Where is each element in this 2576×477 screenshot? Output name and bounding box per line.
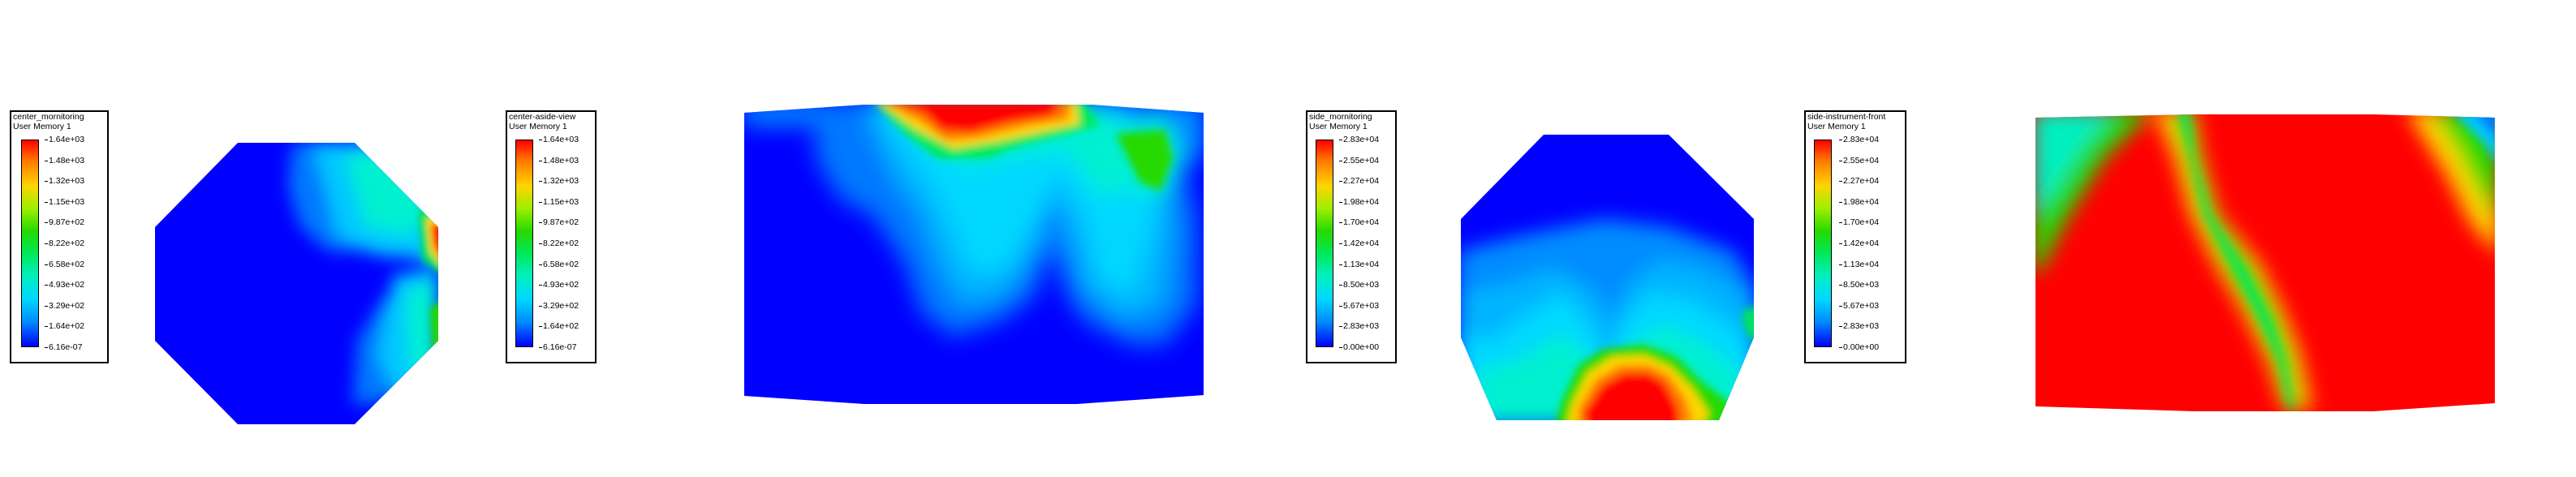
tick-label: 1.32e+03 <box>44 176 85 187</box>
tick-label: 2.27e+04 <box>1838 176 1880 187</box>
tick-label: 4.93e+02 <box>44 280 85 290</box>
legend-title: side-instrument-front <box>1807 112 1886 122</box>
tick-label: 2.83e+04 <box>1838 135 1880 144</box>
tick-label: 1.64e+02 <box>538 321 579 332</box>
tick-label: 5.67e+03 <box>1338 300 1380 311</box>
colorbar-legend-side-instrument-front: side-instrument-front User Memory 1 2.83… <box>1804 110 1906 363</box>
tick-label: 1.64e+03 <box>538 135 579 144</box>
tick-label: 1.48e+03 <box>538 155 579 165</box>
colorbar-legend-center-aside-view: center-aside-view User Memory 1 1.64e+03… <box>506 110 597 363</box>
tick-label: 5.67e+03 <box>1838 300 1880 311</box>
tick-label: 2.83e+03 <box>1838 321 1880 332</box>
colorbar-legend-center-monitoring: center_mornitoring User Memory 1 1.64e+0… <box>10 110 109 363</box>
colorbar <box>515 140 533 347</box>
tick-label: 1.13e+04 <box>1338 259 1380 269</box>
tick-label: 1.70e+04 <box>1838 217 1880 228</box>
legend-title: side_mornitoring <box>1309 112 1372 122</box>
tick-label: 9.87e+02 <box>44 217 85 228</box>
colorbar <box>1316 140 1333 347</box>
tick-label: 2.27e+04 <box>1338 176 1380 187</box>
tick-label: 1.42e+04 <box>1838 238 1880 248</box>
tick-label: 1.64e+03 <box>44 135 85 144</box>
contour-plot-side-monitoring <box>1461 135 1754 420</box>
legend-title: center-aside-view <box>509 112 576 122</box>
tick-label: 1.32e+03 <box>538 176 579 187</box>
legend-subtitle: User Memory 1 <box>1309 122 1368 131</box>
tick-label: 3.29e+02 <box>538 300 579 311</box>
contour-plot-side-instrument-front <box>2035 114 2495 411</box>
tick-label: 2.83e+03 <box>1338 321 1380 332</box>
tick-label: 1.98e+04 <box>1838 196 1880 207</box>
tick-label: 1.42e+04 <box>1338 238 1380 248</box>
legend-subtitle: User Memory 1 <box>509 122 567 131</box>
tick-label: 8.50e+03 <box>1838 280 1880 290</box>
tick-label: 6.16e-07 <box>538 342 577 352</box>
colorbar <box>1814 140 1832 347</box>
tick-label: 6.16e-07 <box>44 342 83 352</box>
tick-label: 8.22e+02 <box>44 238 85 248</box>
contour-plot-center-aside-view <box>744 105 1204 404</box>
tick-label: 1.64e+02 <box>44 321 85 332</box>
tick-label: 9.87e+02 <box>538 217 579 228</box>
tick-label: 2.55e+04 <box>1838 155 1880 165</box>
tick-label: 1.70e+04 <box>1338 217 1380 228</box>
tick-label: 2.83e+04 <box>1338 135 1380 144</box>
tick-label: 8.22e+02 <box>538 238 579 248</box>
tick-label: 6.58e+02 <box>538 259 579 269</box>
legend-subtitle: User Memory 1 <box>1807 122 1866 131</box>
tick-label: 0.00e+00 <box>1838 342 1880 352</box>
tick-label: 1.48e+03 <box>44 155 85 165</box>
tick-label: 6.58e+02 <box>44 259 85 269</box>
tick-label: 1.98e+04 <box>1338 196 1380 207</box>
tick-label: 1.15e+03 <box>44 196 85 207</box>
colorbar-legend-side-monitoring: side_mornitoring User Memory 1 2.83e+04 … <box>1306 110 1397 363</box>
contour-plot-center-monitoring <box>155 143 438 424</box>
colorbar <box>21 140 39 347</box>
tick-label: 8.50e+03 <box>1338 280 1380 290</box>
legend-subtitle: User Memory 1 <box>13 122 71 131</box>
tick-label: 4.93e+02 <box>538 280 579 290</box>
tick-label: 1.15e+03 <box>538 196 579 207</box>
tick-label: 2.55e+04 <box>1338 155 1380 165</box>
legend-title: center_mornitoring <box>13 112 84 122</box>
tick-label: 3.29e+02 <box>44 300 85 311</box>
tick-label: 1.13e+04 <box>1838 259 1880 269</box>
tick-label: 0.00e+00 <box>1338 342 1380 352</box>
